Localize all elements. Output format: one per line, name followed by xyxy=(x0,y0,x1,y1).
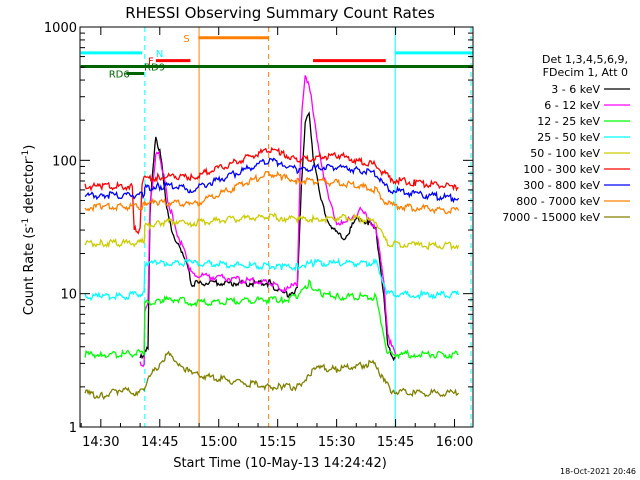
x-axis-label: Start Time (10-May-13 14:24:42) xyxy=(173,456,387,471)
y-tick-label-2: 100 xyxy=(52,154,77,169)
series-line-4 xyxy=(84,212,460,251)
x-tick-label-6: 16:00 xyxy=(436,435,473,450)
legend-label-4: 50 - 100 keV xyxy=(530,147,600,160)
series-line-2 xyxy=(84,278,459,360)
series-line-0 xyxy=(139,111,396,362)
x-tick-label-1: 14:45 xyxy=(141,435,178,450)
legend-label-0: 3 - 6 keV xyxy=(551,83,600,96)
y-tick-label-0: 1 xyxy=(69,421,77,436)
series-line-7 xyxy=(84,170,460,215)
plot-area: NF S RD9 RD6 xyxy=(80,27,473,427)
x-tick-label-0: 14:30 xyxy=(82,435,119,450)
plot-frame xyxy=(79,26,474,428)
x-tick-label-3: 15:15 xyxy=(259,435,296,450)
mode-bar-label-6: RD6 xyxy=(109,69,130,80)
series-line-3 xyxy=(84,257,460,302)
legend-label-6: 300 - 800 keV xyxy=(523,179,600,192)
timestamp: 18-Oct-2021 20:46 xyxy=(560,467,636,476)
y-tick-label-1: 10 xyxy=(60,288,77,303)
legend-label-8: 7000 - 15000 keV xyxy=(502,211,600,224)
legend-label-5: 100 - 300 keV xyxy=(523,163,600,176)
mode-bar-label-2: F xyxy=(148,57,154,68)
legend-label-1: 6 - 12 keV xyxy=(544,99,600,112)
chart-title: RHESSI Observing Summary Count Rates xyxy=(125,4,435,22)
legend-header-1: FDecim 1, Att 0 xyxy=(543,66,628,79)
x-tick-label-5: 15:45 xyxy=(377,435,414,450)
legend-label-3: 25 - 50 keV xyxy=(537,131,600,144)
series-line-1 xyxy=(139,75,397,368)
y-axis-label: Count Rate (s-1 detector-1) xyxy=(21,145,37,316)
mode-bar-label-5: RD9 xyxy=(144,63,165,74)
mode-bar-label-4: S xyxy=(183,34,189,45)
legend-header-0: Det 1,3,4,5,6,9, xyxy=(542,53,628,66)
x-tick-label-4: 15:30 xyxy=(318,435,355,450)
y-axis-ticks: 1 10 100 1000 xyxy=(44,21,473,436)
y-tick-label-3: 1000 xyxy=(44,21,77,36)
legend: Det 1,3,4,5,6,9,FDecim 1, Att 0 3 - 6 keV… xyxy=(502,53,630,224)
legend-label-2: 12 - 25 keV xyxy=(537,115,600,128)
series-line-5 xyxy=(84,146,459,235)
x-tick-label-2: 15:00 xyxy=(200,435,237,450)
mode-bar-label-0: N xyxy=(156,49,163,60)
x-axis-ticks: 14:30 14:45 15:00 15:15 15:30 15:45 16:00 xyxy=(80,27,473,450)
series-line-6 xyxy=(84,157,460,204)
series-line-8 xyxy=(84,350,460,401)
legend-label-7: 800 - 7000 keV xyxy=(516,195,600,208)
